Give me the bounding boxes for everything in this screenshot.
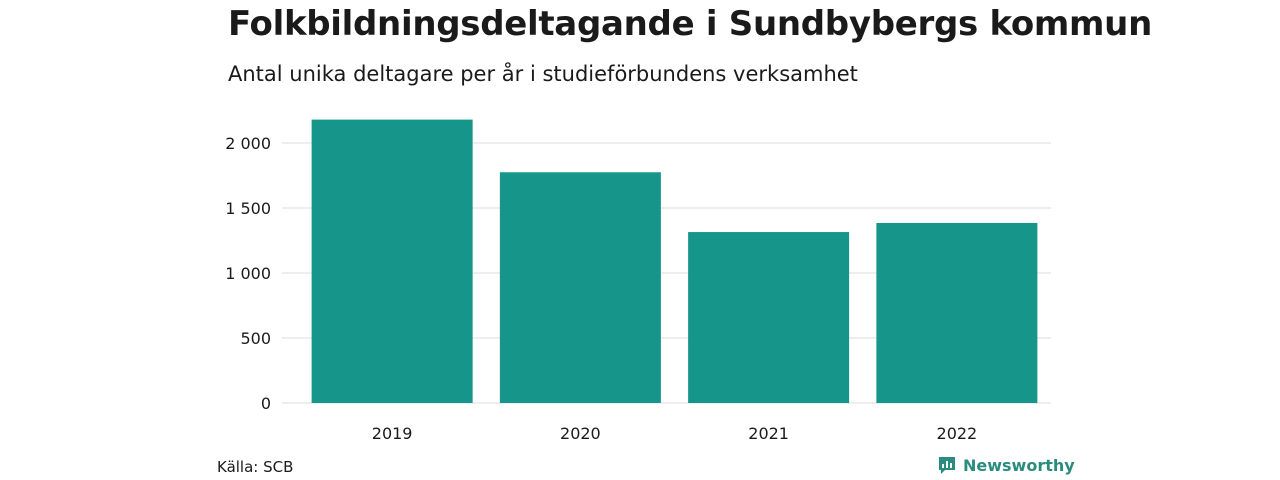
- y-tick-label: 1 500: [225, 199, 271, 218]
- y-axis-ticks: 0 500 1 000 1 500 2 000: [225, 134, 271, 413]
- chart-title: Folkbildningsdeltagande i Sundbybergs ko…: [228, 4, 1152, 44]
- x-tick-label: 2019: [372, 424, 413, 443]
- bar-2021: [688, 232, 850, 403]
- newsworthy-logo-icon: [939, 457, 955, 474]
- chart-subtitle: Antal unika deltagare per år i studieför…: [228, 62, 858, 86]
- source-note: Källa: SCB: [217, 458, 294, 476]
- bar-2022: [876, 222, 1038, 403]
- y-tick-label: 1 000: [225, 264, 271, 283]
- x-tick-label: 2020: [560, 424, 601, 443]
- brand-name: Newsworthy: [963, 455, 1075, 475]
- brand-logo: Newsworthy: [937, 455, 1075, 475]
- x-axis-ticks: 2019 2020 2021 2022: [372, 424, 977, 443]
- y-tick-label: 500: [240, 329, 271, 348]
- y-tick-label: 2 000: [225, 134, 271, 153]
- x-tick-label: 2022: [937, 424, 978, 443]
- bar-2019: [311, 119, 473, 403]
- x-tick-label: 2021: [748, 424, 789, 443]
- y-tick-label: 0: [261, 394, 271, 413]
- bar-2020: [499, 172, 661, 403]
- bars: [311, 119, 1038, 403]
